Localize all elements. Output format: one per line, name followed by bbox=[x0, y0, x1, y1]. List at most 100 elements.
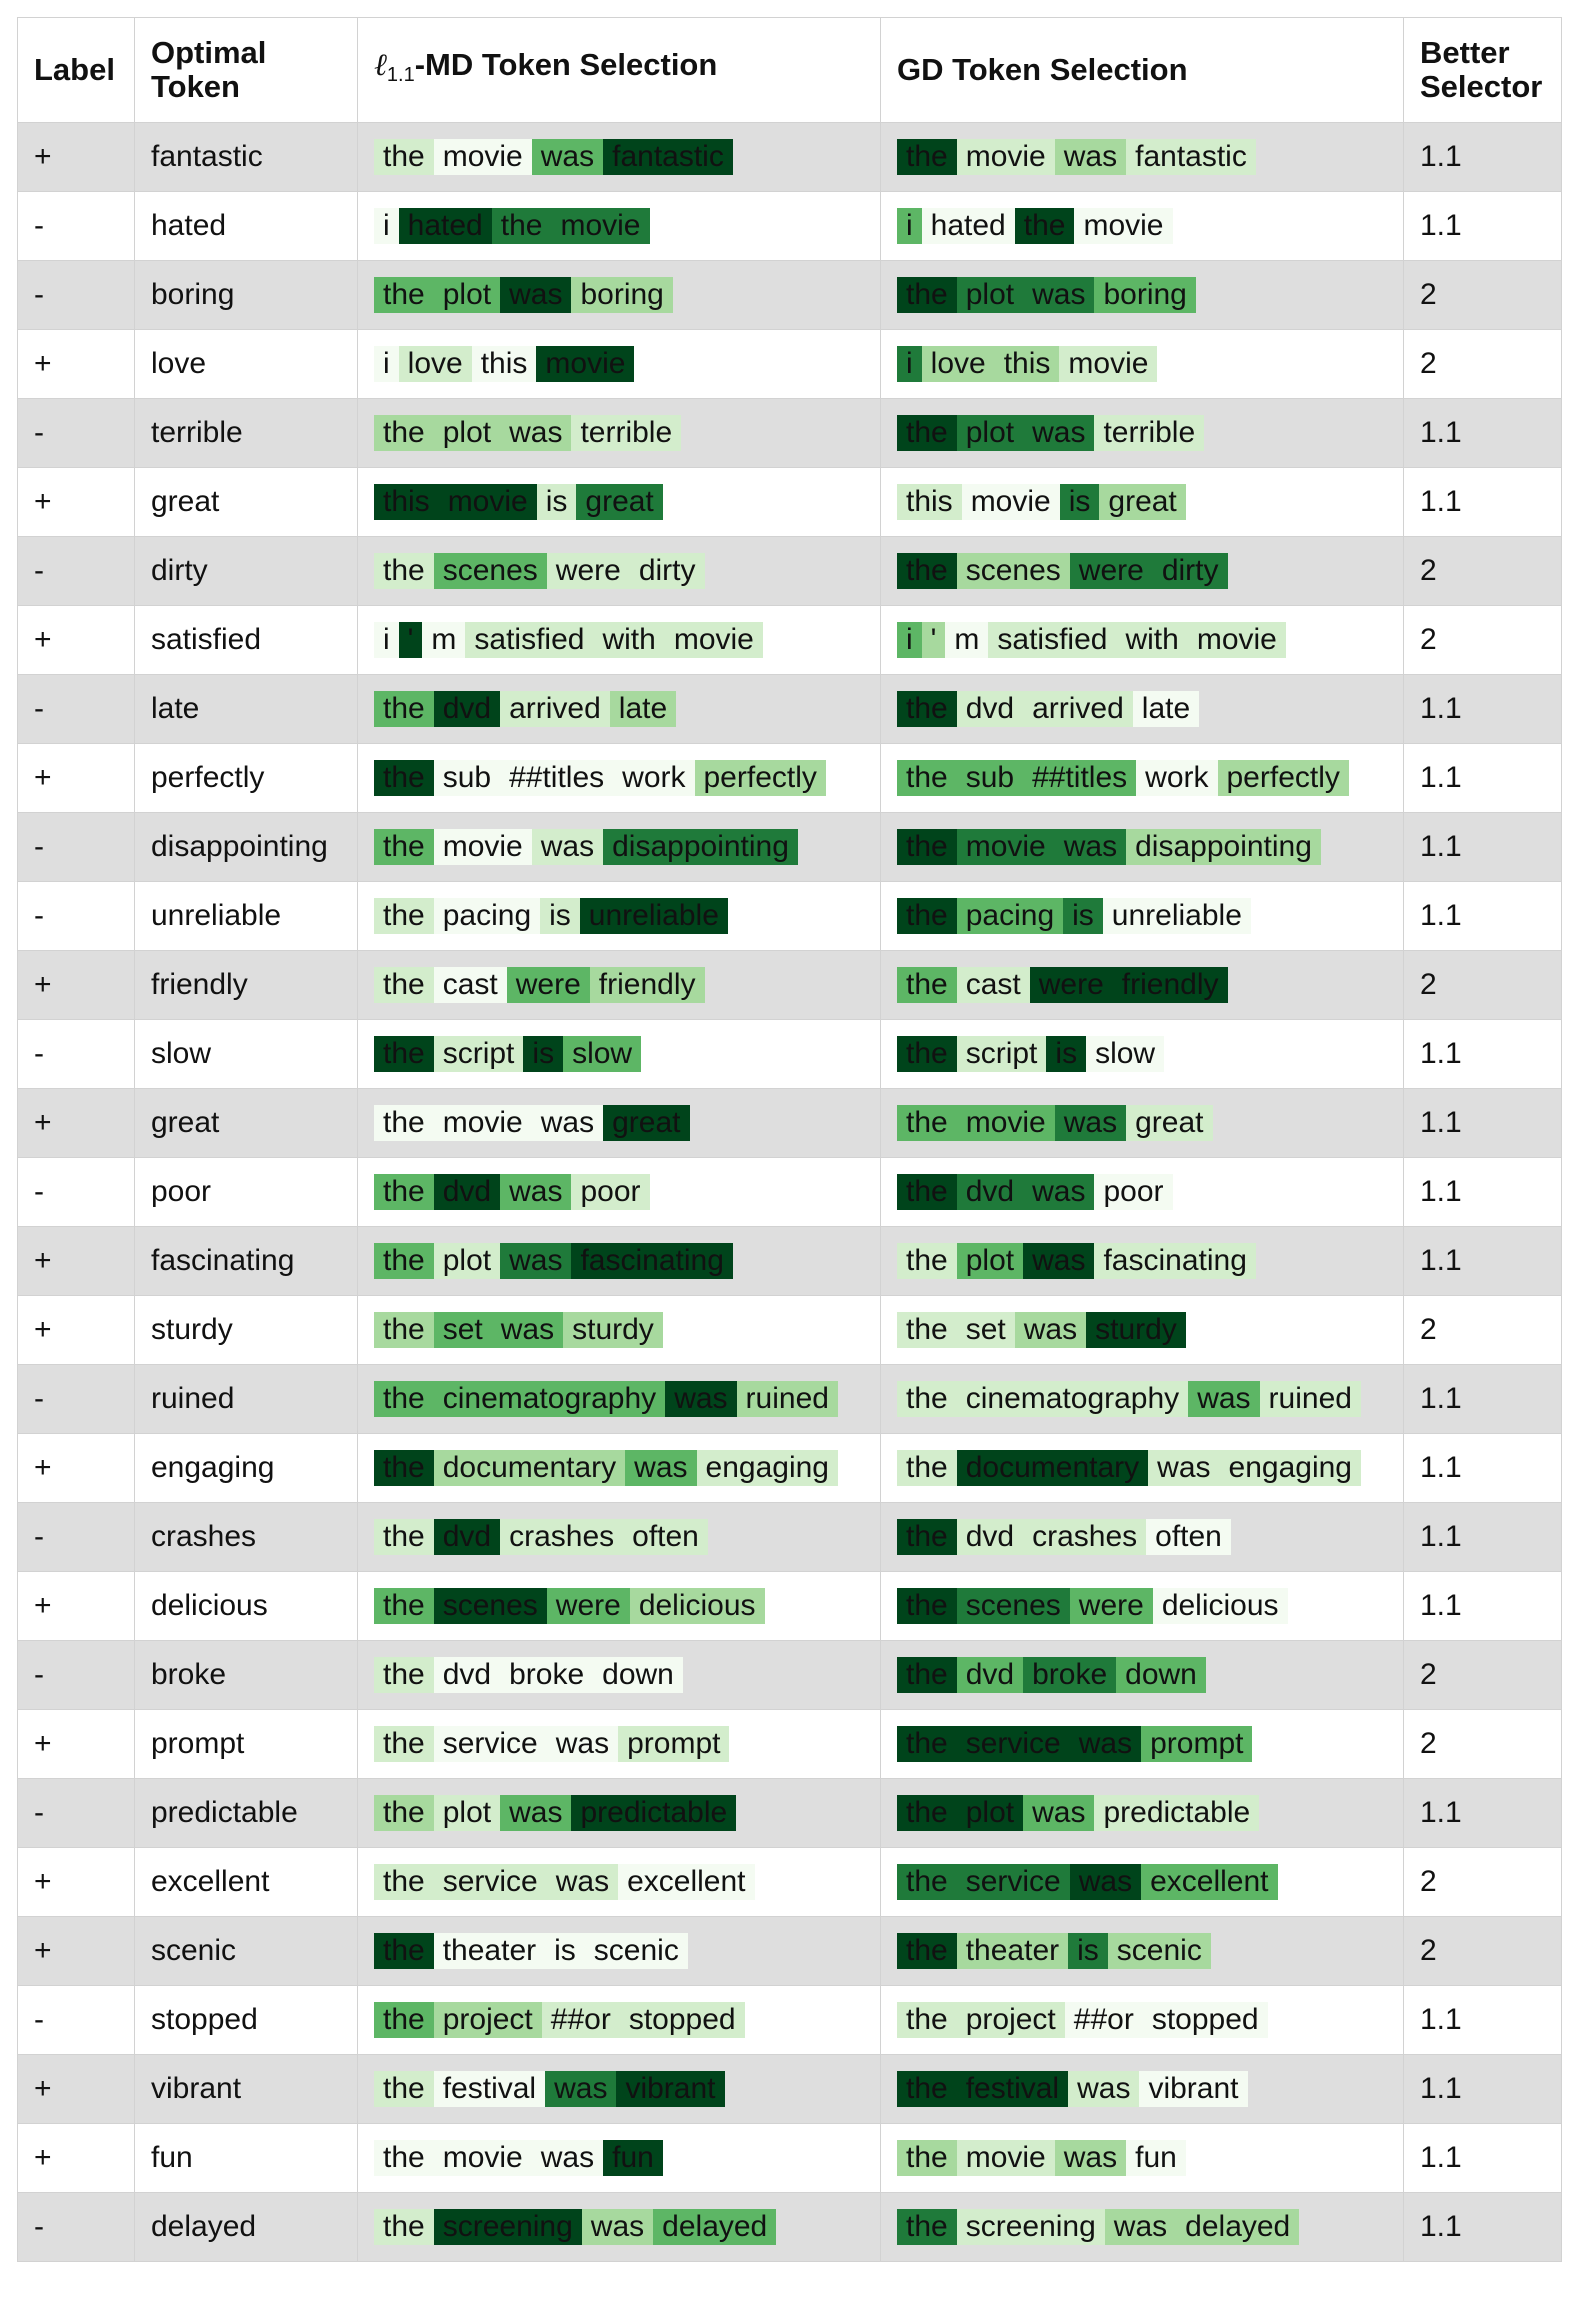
md-selection-cell: the scenes were dirty bbox=[357, 536, 881, 606]
gd-token: fun bbox=[1126, 2140, 1186, 2176]
md-token: poor bbox=[571, 1174, 650, 1210]
md-token: predictable bbox=[571, 1795, 737, 1831]
label-cell: - bbox=[17, 1364, 135, 1434]
better-selector-cell: 1.1 bbox=[1403, 2123, 1562, 2193]
label-cell: - bbox=[17, 1502, 135, 1572]
label-cell: + bbox=[17, 1571, 135, 1641]
optimal-token-cell: hated bbox=[134, 191, 358, 261]
better-selector-cell: 1.1 bbox=[1403, 467, 1562, 537]
md-token: pacing bbox=[433, 898, 541, 934]
md-token: great bbox=[576, 484, 663, 520]
md-token: down bbox=[593, 1657, 683, 1693]
better-selector-cell: 1.1 bbox=[1403, 1019, 1562, 1089]
label-cell: - bbox=[17, 674, 135, 744]
gd-token: was bbox=[1023, 1795, 1095, 1831]
gd-token: sturdy bbox=[1086, 1312, 1186, 1348]
md-token: the bbox=[374, 1795, 434, 1831]
gd-selection-cell: the movie was fantastic bbox=[880, 122, 1404, 192]
gd-token: scenes bbox=[956, 553, 1070, 589]
gd-selection-cell: the plot was terrible bbox=[880, 398, 1404, 468]
gd-selection-cell: the movie was disappointing bbox=[880, 812, 1404, 882]
md-token: the bbox=[374, 553, 434, 589]
md-token: fun bbox=[603, 2140, 663, 2176]
md-token: movie bbox=[433, 1105, 532, 1141]
better-selector-cell: 2 bbox=[1403, 260, 1562, 330]
md-token: the bbox=[374, 139, 434, 175]
md-selection-cell: the service was excellent bbox=[357, 1847, 881, 1917]
gd-token: fascinating bbox=[1094, 1243, 1256, 1279]
gd-token: is bbox=[1059, 484, 1100, 520]
gd-token: often bbox=[1146, 1519, 1231, 1555]
label-cell: - bbox=[17, 812, 135, 882]
gd-token: was bbox=[1023, 1174, 1095, 1210]
better-selector-cell: 1.1 bbox=[1403, 1433, 1562, 1503]
table-row: + fantastic the movie was fantastic the movie wa… bbox=[17, 122, 1562, 192]
gd-token: the bbox=[897, 1795, 957, 1831]
md-token: scenic bbox=[584, 1933, 688, 1969]
gd-selection-cell: the movie was fun bbox=[880, 2123, 1404, 2193]
table-row: - poor the dvd was poor the dvd was poor 1.1 bbox=[17, 1157, 1562, 1227]
md-token: i bbox=[374, 346, 399, 382]
md-token: screening bbox=[433, 2209, 582, 2245]
md-selection-cell: the set was sturdy bbox=[357, 1295, 881, 1365]
better-selector-cell: 1.1 bbox=[1403, 1502, 1562, 1572]
md-token: movie bbox=[551, 208, 650, 244]
gd-selection-cell: i love this movie bbox=[880, 329, 1404, 399]
gd-selection-cell: the script is slow bbox=[880, 1019, 1404, 1089]
gd-selection-cell: the dvd broke down bbox=[880, 1640, 1404, 1710]
md-token: scenes bbox=[433, 1588, 547, 1624]
md-token: hated bbox=[398, 208, 492, 244]
md-token: i bbox=[374, 622, 399, 658]
optimal-token-cell: terrible bbox=[134, 398, 358, 468]
table-row: - predictable the plot was predictable the plot… bbox=[17, 1778, 1562, 1848]
table-row: + vibrant the festival was vibrant the festival… bbox=[17, 2054, 1562, 2124]
label-cell: - bbox=[17, 1778, 135, 1848]
md-token: the bbox=[374, 1864, 434, 1900]
md-token: the bbox=[374, 1381, 434, 1417]
gd-selection-cell: i ' m satisfied with movie bbox=[880, 605, 1404, 675]
gd-token: the bbox=[897, 898, 957, 934]
gd-token: this bbox=[897, 484, 962, 520]
gd-token: the bbox=[897, 760, 957, 796]
label-cell: - bbox=[17, 398, 135, 468]
md-token: the bbox=[374, 1243, 434, 1279]
better-selector-cell: 1.1 bbox=[1403, 1226, 1562, 1296]
gd-token: project bbox=[956, 2002, 1065, 2038]
gd-token: broke bbox=[1023, 1657, 1117, 1693]
md-token: the bbox=[374, 691, 434, 727]
header-md-rest: -MD Token Selection bbox=[414, 47, 718, 82]
md-selection-cell: the plot was predictable bbox=[357, 1778, 881, 1848]
md-token: movie bbox=[664, 622, 763, 658]
better-selector-cell: 2 bbox=[1403, 1709, 1562, 1779]
gd-token: the bbox=[897, 2209, 957, 2245]
md-token: prompt bbox=[618, 1726, 730, 1762]
md-token: the bbox=[491, 208, 552, 244]
optimal-token-cell: ruined bbox=[134, 1364, 358, 1434]
label-cell: + bbox=[17, 2054, 135, 2124]
md-token: was bbox=[665, 1381, 737, 1417]
md-selection-cell: the plot was terrible bbox=[357, 398, 881, 468]
md-token: is bbox=[523, 1036, 564, 1072]
better-selector-cell: 2 bbox=[1403, 1847, 1562, 1917]
md-token: this bbox=[471, 346, 537, 382]
md-token: the bbox=[374, 277, 434, 313]
md-token: with bbox=[593, 622, 665, 658]
md-selection-cell: this movie is great bbox=[357, 467, 881, 537]
label-cell: + bbox=[17, 1847, 135, 1917]
label-cell: + bbox=[17, 2123, 135, 2193]
gd-selection-cell: the project ##or stopped bbox=[880, 1985, 1404, 2055]
label-cell: - bbox=[17, 1640, 135, 1710]
optimal-token-cell: delicious bbox=[134, 1571, 358, 1641]
md-token: the bbox=[374, 967, 434, 1003]
md-token: the bbox=[374, 1588, 434, 1624]
gd-selection-cell: i hated the movie bbox=[880, 191, 1404, 261]
gd-selection-cell: the scenes were delicious bbox=[880, 1571, 1404, 1641]
optimal-token-cell: late bbox=[134, 674, 358, 744]
label-cell: + bbox=[17, 605, 135, 675]
gd-token: crashes bbox=[1023, 1519, 1147, 1555]
gd-token: movie bbox=[956, 2140, 1055, 2176]
gd-token: movie bbox=[956, 1105, 1055, 1141]
optimal-token-cell: love bbox=[134, 329, 358, 399]
md-selection-cell: the theater is scenic bbox=[357, 1916, 881, 1986]
gd-token: cinematography bbox=[956, 1381, 1189, 1417]
